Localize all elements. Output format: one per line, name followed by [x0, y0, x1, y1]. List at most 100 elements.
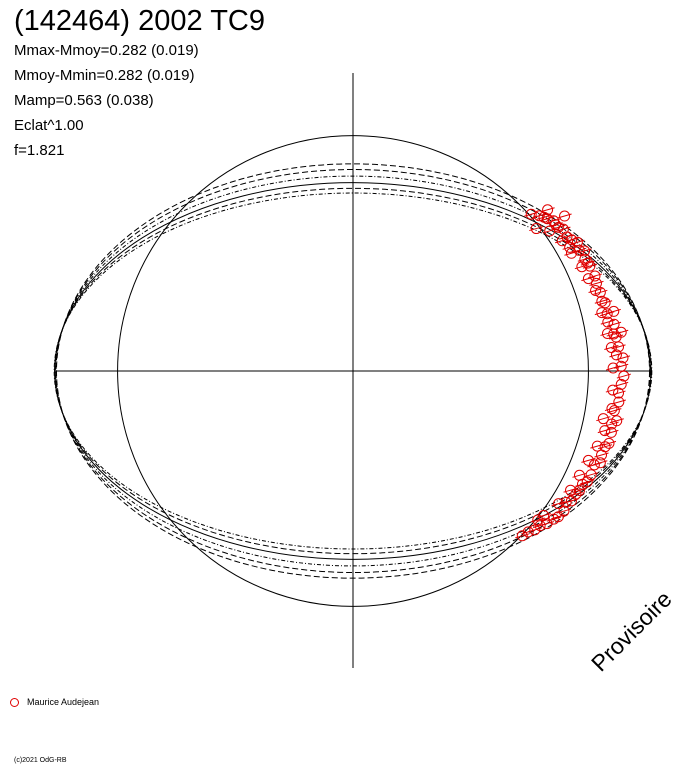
- observation-point-errorbar: [600, 330, 615, 336]
- observation-point: [572, 469, 587, 481]
- observation-point: [596, 413, 611, 425]
- observation-point-errorbar: [551, 501, 566, 507]
- observation-point-marker: [530, 223, 542, 235]
- observation-point-errorbar: [608, 334, 624, 340]
- model-curve-2: [55, 175, 651, 567]
- observation-point-marker: [565, 247, 577, 259]
- observation-point: [524, 208, 539, 220]
- stat-line-0: Mmax-Mmoy=0.282 (0.019): [14, 42, 199, 59]
- observation-point-marker: [605, 341, 617, 353]
- observation-point-errorbar: [581, 276, 596, 282]
- observation-point: [589, 277, 604, 289]
- observation-point: [570, 236, 585, 248]
- observation-point-errorbar: [536, 513, 551, 519]
- observation-point-marker: [594, 457, 606, 469]
- observation-point-marker: [608, 405, 620, 417]
- observation-point-errorbar: [536, 214, 552, 220]
- observation-point-marker: [601, 308, 613, 320]
- observation-point: [574, 261, 590, 273]
- chart-header: (142464) 2002 TC9 Mmax-Mmoy=0.282 (0.019…: [14, 4, 265, 163]
- observation-point: [594, 449, 609, 461]
- observation-point: [581, 454, 596, 466]
- observation-point: [540, 204, 555, 216]
- observation-point-errorbar: [594, 310, 609, 316]
- observation-point-errorbar: [614, 329, 629, 335]
- observation-point-errorbar: [540, 207, 555, 213]
- observation-point-marker: [544, 225, 556, 237]
- observation-point: [597, 297, 613, 309]
- observation-point-marker: [589, 270, 601, 282]
- stat-line-1: Mmoy-Mmin=0.282 (0.019): [14, 67, 195, 84]
- observation-point-errorbar: [609, 418, 624, 424]
- observation-point-errorbar: [577, 248, 592, 254]
- reference-circle: [117, 135, 589, 607]
- observation-point-errorbar: [524, 211, 539, 217]
- stat-line-3: Eclat^1.00: [14, 117, 84, 134]
- observation-point: [542, 225, 557, 237]
- observation-point-errorbar: [596, 416, 611, 422]
- observation-point-marker: [618, 370, 630, 382]
- observation-point-marker: [516, 530, 528, 542]
- observation-point: [555, 235, 570, 247]
- observation-point: [587, 270, 603, 282]
- observation-point-errorbar: [606, 321, 622, 327]
- observation-point-marker: [615, 360, 627, 372]
- observation-point: [604, 403, 620, 415]
- observation-point-errorbar: [590, 443, 605, 449]
- observation-point: [529, 223, 544, 235]
- observation-point: [557, 210, 572, 222]
- observation-point-errorbar: [587, 462, 602, 468]
- stat-line-2: Mamp=0.563 (0.038): [14, 92, 154, 109]
- observation-point-errorbar: [604, 344, 619, 350]
- observation-point-marker: [582, 257, 594, 269]
- observation-point-marker: [585, 469, 597, 481]
- observation-point-marker: [532, 514, 544, 526]
- observation-point-marker: [541, 518, 553, 530]
- observation-point-marker: [608, 305, 620, 317]
- observation-point: [604, 341, 619, 353]
- observation-point-errorbar: [588, 288, 603, 294]
- observation-point: [583, 469, 599, 481]
- observation-point-errorbar: [604, 406, 620, 412]
- observation-point: [615, 352, 631, 364]
- observation-point-errorbar: [572, 472, 587, 478]
- observation-point-errorbar: [563, 487, 578, 493]
- observation-point-errorbar: [582, 263, 598, 269]
- observation-point-marker: [553, 498, 565, 510]
- observation-point-marker: [582, 454, 594, 466]
- observation-point-errorbar: [606, 308, 621, 314]
- observation-point: [600, 327, 615, 339]
- observation-point-errorbar: [529, 226, 544, 232]
- observation-point-marker: [602, 316, 614, 328]
- observation-point-marker: [594, 286, 606, 298]
- observation-point-errorbar: [515, 533, 530, 539]
- observation-point-errorbar: [597, 428, 612, 434]
- observation-point-marker: [582, 273, 594, 285]
- observation-point-errorbar: [597, 300, 613, 306]
- observation-point-marker: [615, 326, 627, 338]
- stat-line-4: f=1.821: [14, 142, 65, 159]
- plot-axes: [55, 73, 652, 668]
- observation-point-errorbar: [574, 264, 590, 270]
- observation-point-marker: [590, 277, 602, 289]
- observation-point: [604, 426, 619, 438]
- observation-point-marker: [542, 204, 554, 216]
- observation-point-errorbar: [606, 365, 621, 371]
- observation-point: [605, 384, 620, 396]
- observation-point-errorbar: [604, 421, 619, 427]
- observation-point-errorbar: [600, 319, 615, 325]
- observation-point-errorbar: [605, 387, 620, 393]
- observation-point-marker: [541, 213, 553, 225]
- legend-marker-circle: [10, 697, 19, 707]
- observation-point-marker: [573, 244, 585, 256]
- chart-title: (142464) 2002 TC9: [14, 5, 265, 37]
- observation-point-errorbar: [542, 228, 557, 234]
- observation-point-marker: [597, 413, 609, 425]
- observation-point-marker: [559, 210, 571, 222]
- observation-point-errorbar: [611, 399, 626, 405]
- observation-point-marker: [558, 505, 570, 517]
- observation-point-marker: [591, 440, 603, 452]
- observation-point: [564, 247, 579, 259]
- observation-point-marker: [579, 245, 591, 257]
- observation-point: [590, 440, 605, 452]
